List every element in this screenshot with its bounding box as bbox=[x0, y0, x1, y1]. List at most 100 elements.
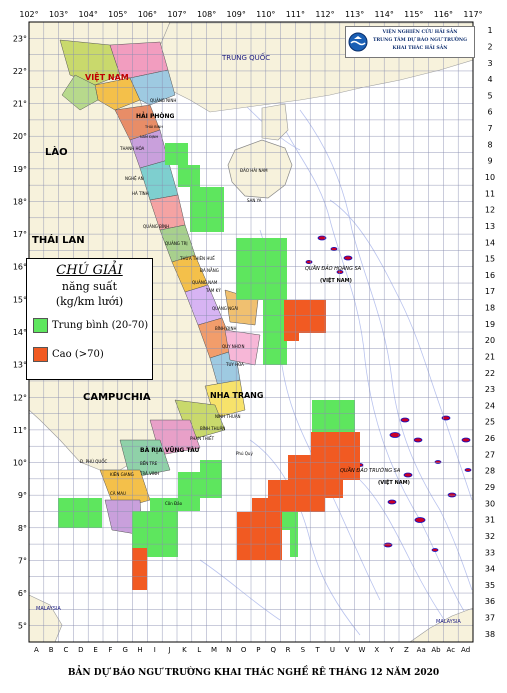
row-label-35: 35 bbox=[485, 581, 495, 590]
lon-label-11: 113° bbox=[345, 10, 364, 19]
row-label-29: 29 bbox=[485, 483, 495, 492]
row-label-23: 23 bbox=[485, 385, 495, 394]
row-label-8: 8 bbox=[487, 140, 492, 149]
zone-medium-2 bbox=[190, 187, 224, 232]
label-quang-ninh: QUẢNG NINH bbox=[150, 98, 176, 103]
label-thanh-hoa: THANH HÓA bbox=[119, 146, 145, 151]
row-label-12: 12 bbox=[485, 206, 495, 215]
row-label-4: 4 bbox=[487, 75, 492, 84]
zone-high-5 bbox=[252, 498, 325, 512]
zone-medium-1 bbox=[178, 165, 200, 187]
zone-high-0 bbox=[284, 300, 326, 333]
row-label-33: 33 bbox=[485, 548, 495, 557]
row-label-31: 31 bbox=[485, 516, 495, 525]
label-nha-trang: NHA TRANG bbox=[210, 391, 263, 400]
zone-medium-9 bbox=[178, 472, 222, 498]
col-label-I: I bbox=[154, 646, 156, 654]
institute-line3: KHAI THÁC HẢI SẢN bbox=[392, 46, 448, 51]
lat-label-10: 13° bbox=[13, 361, 27, 370]
lat-label-11: 12° bbox=[13, 393, 27, 402]
label-malaysia-left: MALAYSIA bbox=[36, 606, 61, 612]
lon-label-15: 117° bbox=[463, 10, 482, 19]
label-quang-tri: QUẢNG TRỊ bbox=[165, 241, 188, 246]
col-label-Aa: Aa bbox=[417, 646, 426, 654]
lat-label-8: 15° bbox=[13, 295, 27, 304]
lat-label-12: 11° bbox=[13, 426, 27, 435]
col-label-Y: Y bbox=[388, 646, 394, 654]
col-label-J: J bbox=[168, 646, 171, 654]
label-ninh-thuan: NINH THUẬN bbox=[215, 414, 241, 419]
lon-label-5: 107° bbox=[167, 10, 186, 19]
zone-medium-0 bbox=[165, 143, 188, 165]
col-label-X: X bbox=[374, 646, 379, 654]
label-ba-ria-vung-tau: BÀ RỊA VŨNG TÀU bbox=[140, 447, 200, 454]
label-phu-quy: Phú Quý bbox=[236, 451, 253, 456]
institute-emblem-icon bbox=[348, 32, 368, 52]
row-label-20: 20 bbox=[485, 336, 495, 345]
label-san-ya: SAN YA bbox=[247, 198, 262, 203]
lat-label-16: 7° bbox=[18, 556, 27, 565]
row-label-16: 16 bbox=[485, 271, 495, 280]
label-con-dao: Côn Đảo bbox=[165, 501, 183, 506]
label-phu-quoc: Đ. PHÚ QUỐC bbox=[80, 459, 107, 464]
col-label-Q: Q bbox=[270, 646, 276, 654]
lat-label-2: 21° bbox=[13, 100, 27, 109]
col-label-L: L bbox=[197, 646, 201, 654]
col-label-P: P bbox=[256, 646, 260, 654]
zone-medium-4 bbox=[263, 300, 287, 365]
col-label-E: E bbox=[93, 646, 97, 654]
zone-medium-13 bbox=[290, 530, 298, 557]
label-ca-mau: CÀ MAU bbox=[110, 491, 126, 496]
col-label-G: G bbox=[122, 646, 127, 654]
col-label-Ab: Ab bbox=[431, 646, 441, 654]
label-quang-ngai: QUẢNG NGÃI bbox=[212, 306, 238, 311]
label-nghe-an: NGHỆ AN bbox=[125, 176, 144, 181]
lat-label-7: 16° bbox=[13, 263, 27, 272]
label-tam-ky: TAM KỲ bbox=[205, 288, 221, 293]
label-thailand: THÁI LAN bbox=[32, 233, 85, 246]
zone-medium-5 bbox=[312, 400, 355, 432]
lon-label-2: 104° bbox=[79, 10, 98, 19]
col-label-C: C bbox=[64, 646, 69, 654]
lat-label-3: 20° bbox=[13, 132, 27, 141]
lon-label-1: 103° bbox=[49, 10, 68, 19]
col-label-N: N bbox=[226, 646, 231, 654]
label-malaysia-right: MALAYSIA bbox=[436, 619, 461, 625]
label-laos: LÀO bbox=[45, 145, 68, 158]
column-labels: A B C D E F G H I J K L M N O P Q R S T U V W X Y Z Aa Ab Ac Ad bbox=[34, 646, 470, 654]
row-labels: 1234567891011121314151617181920212223242… bbox=[485, 26, 495, 639]
legend-swatch-high bbox=[33, 347, 48, 362]
lon-label-10: 112° bbox=[315, 10, 334, 19]
lat-label-15: 8° bbox=[18, 524, 27, 533]
row-label-17: 17 bbox=[485, 287, 495, 296]
lon-label-0: 102° bbox=[19, 10, 38, 19]
col-label-O: O bbox=[241, 646, 247, 654]
label-ben-tre: BẾN TRE bbox=[140, 460, 158, 466]
col-label-B: B bbox=[49, 646, 54, 654]
col-label-R: R bbox=[286, 646, 291, 654]
row-label-19: 19 bbox=[485, 320, 495, 329]
row-label-21: 21 bbox=[485, 352, 495, 361]
row-label-1: 1 bbox=[487, 26, 492, 35]
lon-label-4: 106° bbox=[138, 10, 157, 19]
row-label-6: 6 bbox=[487, 108, 492, 117]
zone-high-4 bbox=[268, 480, 343, 498]
institute-line1: VIỆN NGHIÊN CỨU HẢI SẢN bbox=[382, 30, 458, 35]
institute-text: VIỆN NGHIÊN CỨU HẢI SẢN TRUNG TÂM DỰ BÁO… bbox=[368, 29, 472, 53]
zone-high-2 bbox=[311, 432, 360, 455]
label-phan-thiet: PHAN THIẾT bbox=[190, 435, 215, 441]
legend-item-high: Cao (>70) bbox=[33, 347, 104, 362]
label-da-nang: ĐÀ NẴNG bbox=[200, 268, 219, 273]
label-phu-yen: TUY HÒA bbox=[225, 362, 244, 367]
lat-label-14: 9° bbox=[18, 491, 27, 500]
row-label-10: 10 bbox=[485, 173, 495, 182]
col-label-D: D bbox=[78, 646, 83, 654]
lon-label-13: 115° bbox=[404, 10, 423, 19]
legend-subtitle-2: (kg/km lưới) bbox=[55, 295, 124, 308]
legend-label-medium: Trung bình (20-70) bbox=[52, 320, 149, 331]
map-legend: CHÚ GIẢI năng suất (kg/km lưới) Trung bì… bbox=[26, 258, 153, 380]
col-label-H: H bbox=[137, 646, 142, 654]
zone-medium-8 bbox=[150, 498, 200, 511]
map-caption: BẢN DỰ BÁO NGƯ TRƯỜNG KHAI THÁC NGHỀ RÊ … bbox=[67, 668, 440, 678]
